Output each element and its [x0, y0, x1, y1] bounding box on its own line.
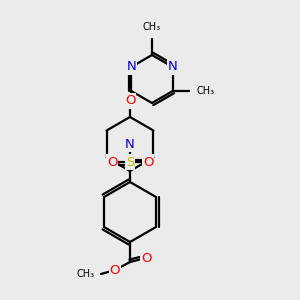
Text: CH₃: CH₃ [197, 86, 215, 96]
Text: O: O [141, 251, 151, 265]
Text: O: O [110, 263, 120, 277]
Text: O: O [107, 155, 117, 169]
Text: CH₃: CH₃ [77, 269, 95, 279]
Text: CH₃: CH₃ [143, 22, 161, 32]
Text: O: O [125, 94, 135, 107]
Text: N: N [126, 61, 136, 74]
Text: N: N [125, 137, 135, 151]
Text: S: S [126, 155, 134, 169]
Text: N: N [168, 61, 178, 74]
Text: O: O [143, 155, 153, 169]
